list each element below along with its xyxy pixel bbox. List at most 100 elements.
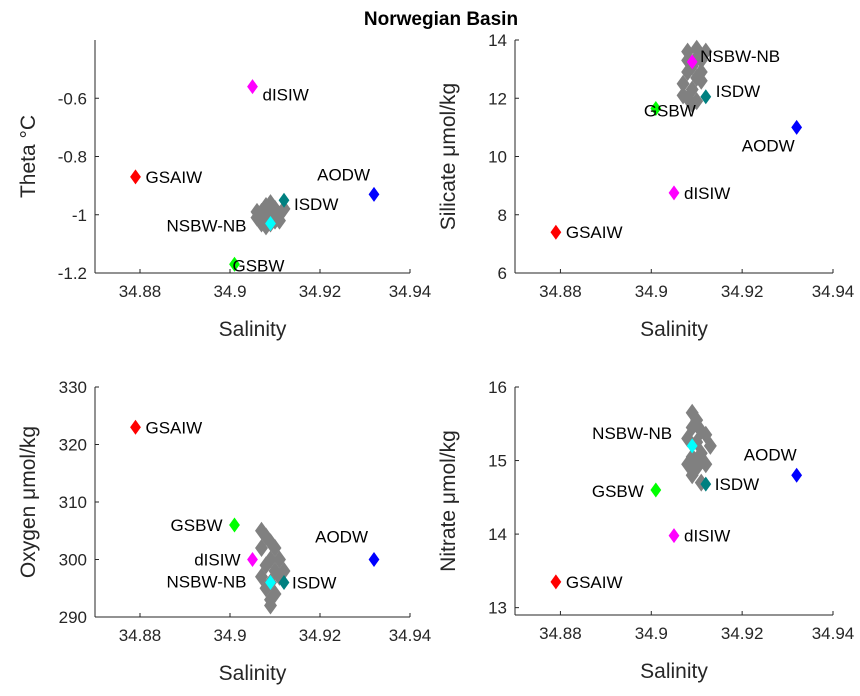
water-mass-label: GSBW (171, 516, 223, 535)
panels: 34.88 34.9 34.92 34.94 -1.2 -1 -0.8 -0.6 Salinit… (17, 31, 854, 685)
sample-point (273, 211, 286, 230)
water-mass-label: dISIW (684, 184, 730, 203)
water-mass-marker (229, 256, 240, 272)
water-mass-marker (700, 89, 712, 105)
sample-point (255, 567, 268, 586)
water-mass-marker (368, 552, 380, 567)
water-mass-marker (650, 100, 662, 116)
water-mass-label: GSBW (592, 482, 644, 501)
water-mass-label: GSAIW (146, 418, 203, 437)
sample-point (277, 562, 291, 580)
x-tick-label: 34.88 (119, 626, 162, 645)
water-mass-marker (265, 215, 276, 231)
y-tick-label: -0.6 (58, 89, 87, 108)
sample-point (255, 208, 268, 227)
sample-point (264, 596, 277, 615)
water-mass-label: GSBW (644, 101, 696, 120)
y-tick-label: 320 (59, 436, 87, 455)
x-tick-label: 34.94 (812, 624, 855, 643)
water-mass-marker (368, 186, 380, 202)
y-axis-label: Nitrate μmol/kg (437, 430, 460, 572)
y-axis-label: Oxygen μmol/kg (17, 426, 40, 578)
x-tick-label: 34.92 (299, 626, 342, 645)
x-tick-label: 34.88 (539, 624, 582, 643)
y-tick-label: -1 (72, 206, 87, 225)
water-mass-marker (686, 438, 698, 454)
water-mass-marker (550, 574, 562, 590)
water-mass-label: dISIW (194, 551, 240, 570)
water-mass-label: GSAIW (146, 168, 203, 187)
water-mass-marker (550, 224, 562, 240)
water-mass-marker (130, 169, 141, 185)
x-tick-label: 34.94 (812, 282, 855, 301)
sample-point (250, 202, 264, 221)
y-tick-label: 14 (488, 31, 507, 50)
water-mass-marker (247, 79, 258, 95)
water-mass-marker (650, 482, 662, 498)
sample-point (699, 42, 713, 61)
water-mass-label: AODW (315, 528, 368, 547)
y-tick-label: 14 (488, 525, 507, 544)
y-tick-label: 310 (59, 493, 87, 512)
water-mass-label: GSAIW (566, 573, 623, 592)
sample-point (690, 451, 704, 470)
water-mass-label: dISIW (684, 527, 730, 546)
y-axis-label: Silicate μmol/kg (437, 83, 460, 230)
sample-point (676, 74, 690, 93)
water-mass-label: AODW (317, 165, 370, 184)
x-axis-label: Salinity (640, 660, 708, 683)
water-mass-label: NSBW-NB (700, 47, 780, 66)
y-tick-label: 6 (498, 264, 507, 283)
x-tick-label: 34.92 (721, 624, 764, 643)
x-tick-label: 34.9 (213, 626, 246, 645)
figure-title: Norwegian Basin (364, 9, 518, 30)
y-axis-label: Theta °C (17, 115, 40, 198)
water-mass-marker (130, 419, 141, 435)
y-tick-label: 10 (488, 148, 507, 167)
sample-point (685, 95, 699, 114)
water-mass-marker (278, 575, 290, 590)
chart-panel-3: 34.88 34.9 34.92 34.94 290 300 310 320 330 Salini… (17, 378, 431, 685)
y-tick-label: 15 (488, 452, 507, 471)
sample-point (264, 194, 277, 213)
y-tick-label: 290 (59, 608, 87, 627)
sample-point (255, 521, 268, 540)
x-axis-label: Salinity (640, 318, 708, 341)
water-mass-marker (247, 552, 258, 567)
x-tick-label: 34.9 (635, 624, 668, 643)
water-mass-label: ISDW (716, 82, 760, 101)
water-mass-label: ISDW (292, 574, 336, 593)
water-mass-marker (668, 185, 680, 201)
water-mass-marker (668, 528, 680, 544)
x-tick-label: 34.88 (539, 282, 582, 301)
chart-panel-1: 34.88 34.9 34.92 34.94 -1.2 -1 -0.8 -0.6 Salinit… (17, 40, 431, 341)
x-tick-label: 34.9 (213, 282, 246, 301)
sample-point (685, 466, 699, 485)
water-mass-marker (229, 517, 240, 533)
x-tick-label: 34.92 (299, 282, 342, 301)
water-mass-label: ISDW (294, 195, 338, 214)
chart-panel-2: 34.88 34.9 34.92 34.94 6 8 10 12 14 Salinity Silic… (437, 31, 854, 341)
water-mass-marker (700, 476, 712, 492)
x-tick-label: 34.94 (389, 282, 432, 301)
water-mass-label: NSBW-NB (592, 424, 672, 443)
water-mass-label: AODW (742, 136, 795, 155)
water-mass-marker (791, 467, 803, 483)
x-tick-label: 34.92 (721, 282, 764, 301)
y-tick-label: 330 (59, 378, 87, 397)
y-tick-label: 13 (488, 599, 507, 618)
x-axis-label: Salinity (219, 662, 287, 685)
water-mass-marker (265, 575, 276, 590)
x-tick-label: 34.9 (635, 282, 668, 301)
sample-point (699, 425, 713, 444)
water-mass-label: NSBW-NB (167, 573, 247, 592)
water-mass-marker (278, 192, 290, 208)
sample-point (690, 39, 704, 58)
water-mass-label: AODW (744, 445, 797, 464)
chart-panel-4: 34.88 34.9 34.92 34.94 13 14 15 16 Salinity Nitra… (437, 378, 854, 683)
water-mass-label: NSBW-NB (167, 216, 247, 235)
y-tick-label: 12 (488, 89, 507, 108)
y-tick-label: 300 (59, 551, 87, 570)
water-mass-label: GSBW (233, 256, 285, 275)
